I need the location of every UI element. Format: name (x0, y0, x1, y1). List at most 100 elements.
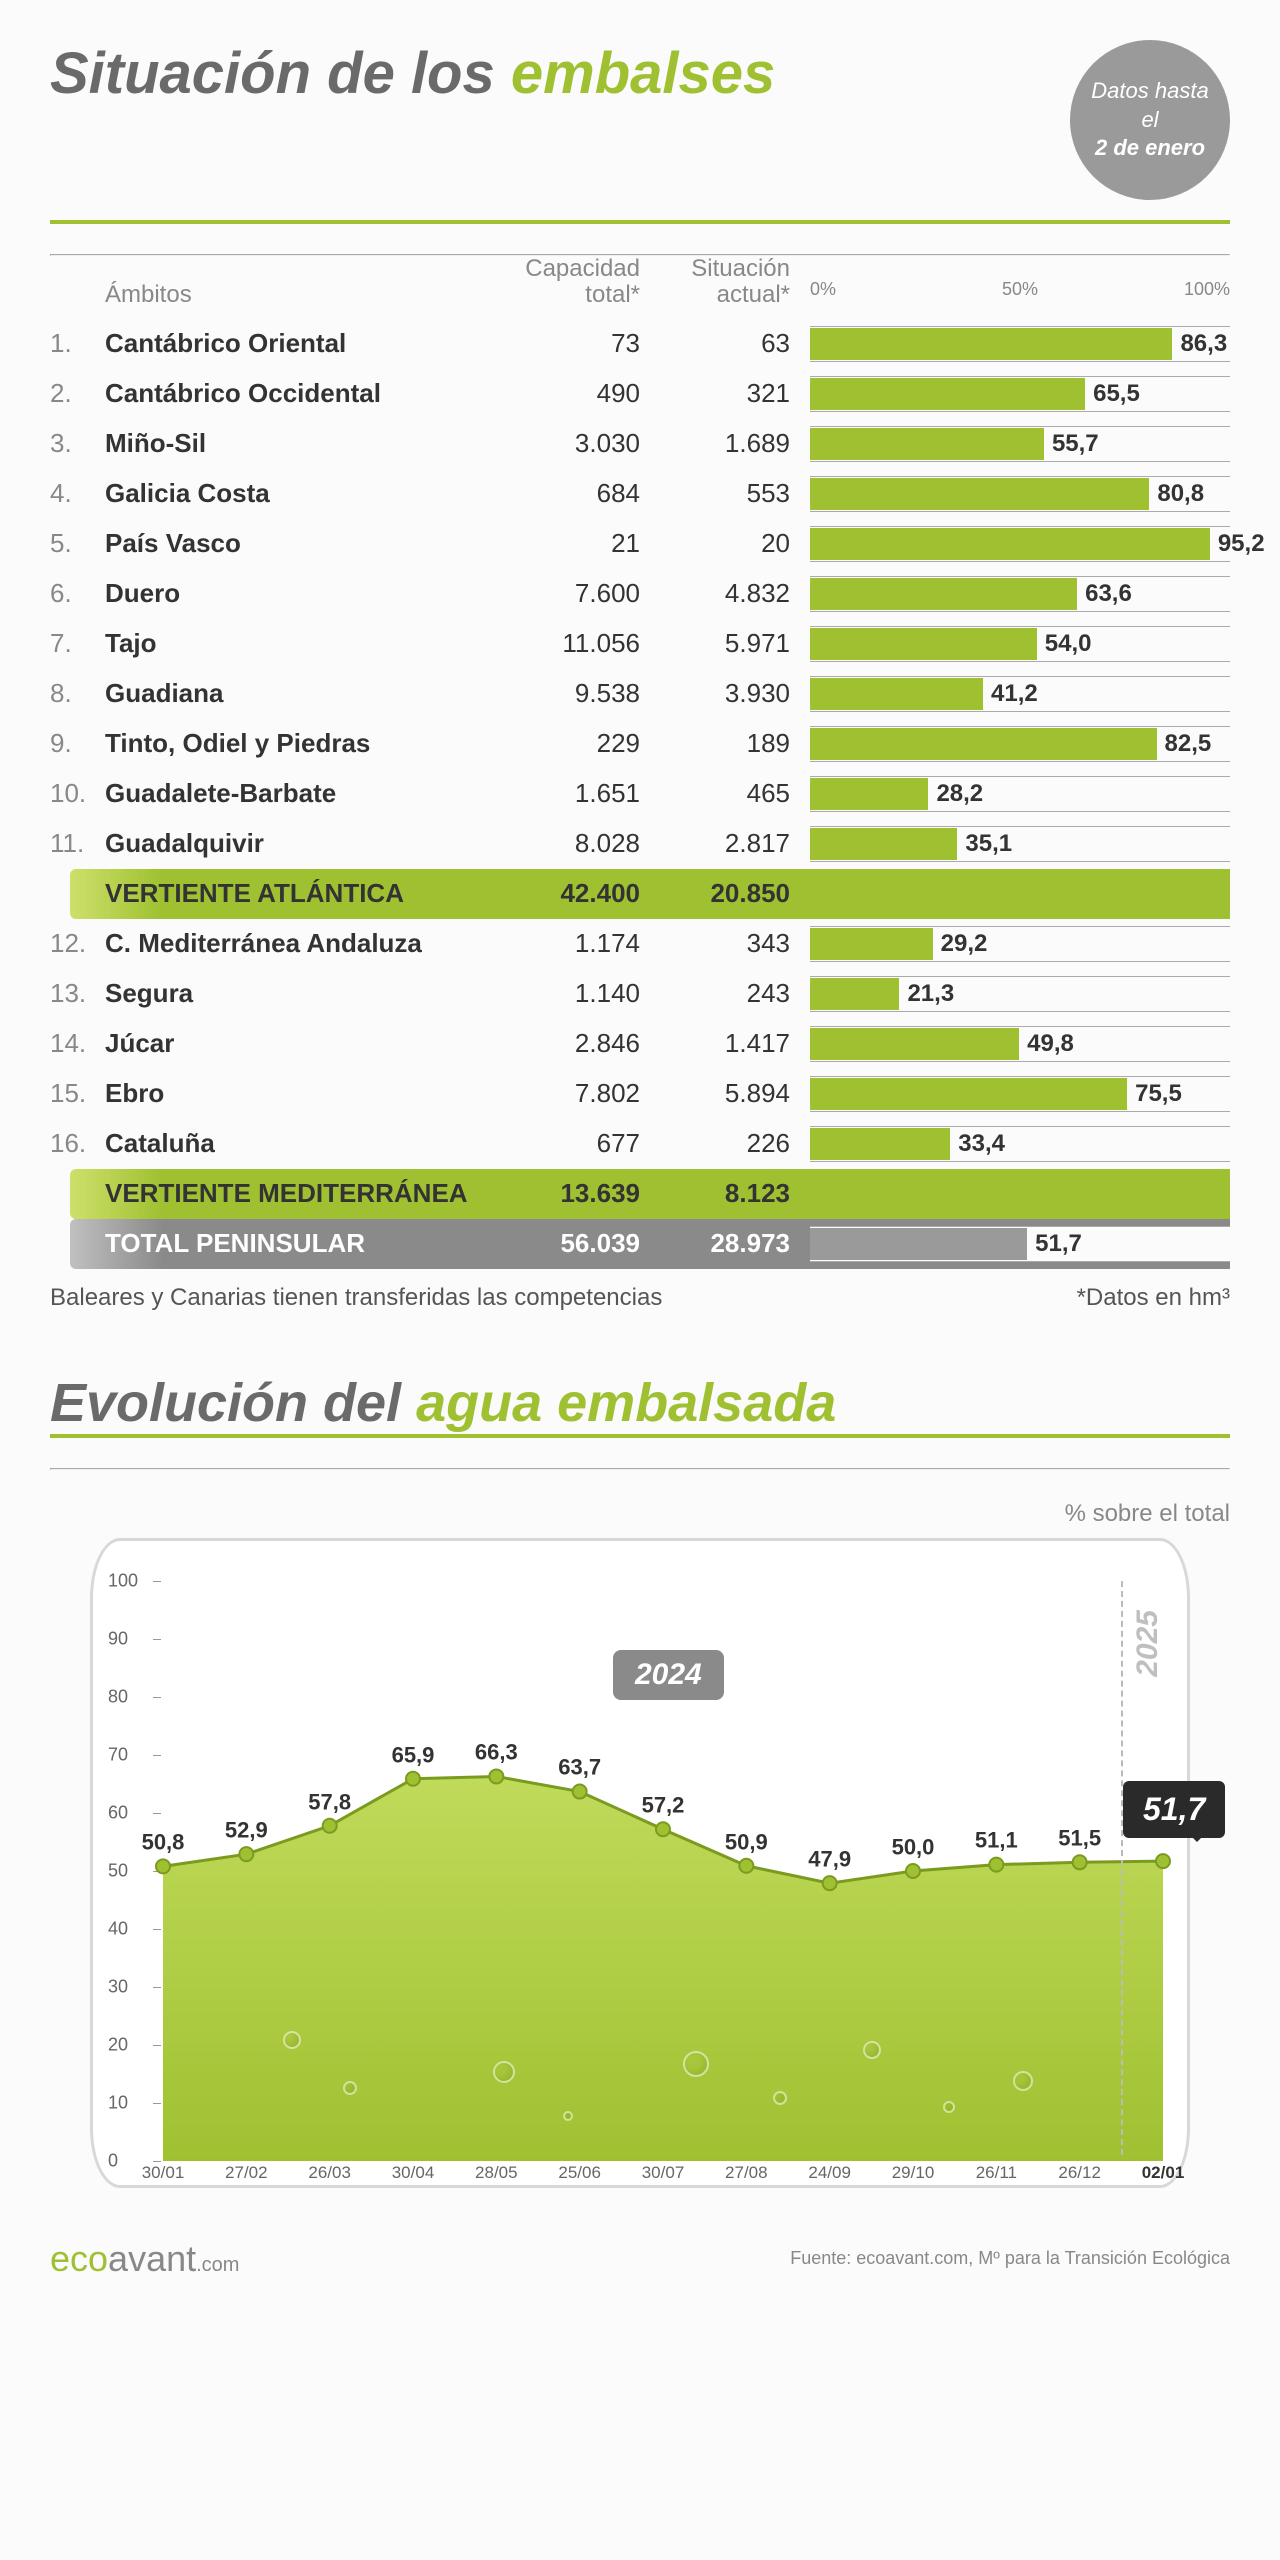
bubble-decoration (863, 2041, 881, 2059)
y-label: 70 (108, 1744, 128, 1765)
row-cur: 20 (640, 528, 790, 559)
row-idx: 16. (50, 1128, 105, 1159)
row-idx: 1. (50, 328, 105, 359)
y-label: 10 (108, 2092, 128, 2113)
row-cap: 11.056 (490, 628, 640, 659)
col-situacion: Situación actual* (640, 256, 790, 309)
title2-rule-gray (50, 1468, 1230, 1470)
row-cap: 1.174 (490, 928, 640, 959)
row-cur: 63 (640, 328, 790, 359)
rows-group-a: 1. Cantábrico Oriental 73 63 86,3 2. Can… (50, 319, 1230, 869)
section2-title: Evolución del agua embalsada (50, 1372, 1230, 1434)
row-idx: 15. (50, 1078, 105, 1109)
table-row: 7. Tajo 11.056 5.971 54,0 (50, 619, 1230, 669)
row-idx: 8. (50, 678, 105, 709)
bar-label: 41,2 (991, 680, 1038, 708)
bubble-decoration (773, 2091, 787, 2105)
x-label: 26/03 (308, 2163, 351, 2183)
row-bar: 21,3 (810, 976, 1230, 1012)
bar-label: 65,5 (1093, 380, 1140, 408)
row-bar: 55,7 (810, 426, 1230, 462)
row-idx: 12. (50, 928, 105, 959)
col-capacidad: Capacidad total* (490, 256, 640, 309)
evolution-chart: 010203040506070809010030/0127/0226/0330/… (90, 1538, 1190, 2188)
row-name: Tinto, Odiel y Piedras (105, 728, 490, 759)
point-label: 51,1 (975, 1828, 1018, 1854)
footer: ecoavant.com Fuente: ecoavant.com, Mº pa… (50, 2238, 1230, 2280)
x-label: 29/10 (892, 2163, 935, 2183)
note-left: Baleares y Canarias tienen transferidas … (50, 1284, 662, 1312)
row-name: Ebro (105, 1078, 490, 1109)
bubble-decoration (943, 2101, 955, 2113)
logo-com: .com (196, 2254, 239, 2276)
row-bar: 82,5 (810, 726, 1230, 762)
row-name: Segura (105, 978, 490, 1009)
bar-label: 28,2 (936, 780, 983, 808)
row-bar: 75,5 (810, 1076, 1230, 1112)
table-row: 14. Júcar 2.846 1.417 49,8 (50, 1019, 1230, 1069)
table-row: 3. Miño-Sil 3.030 1.689 55,7 (50, 419, 1230, 469)
badge-line1: Datos hasta el (1091, 78, 1208, 132)
row-idx: 5. (50, 528, 105, 559)
x-label: 02/01 (1142, 2163, 1185, 2183)
title2-prefix: Evolución del (50, 1373, 416, 1433)
x-label: 25/06 (558, 2163, 601, 2183)
x-label: 30/04 (392, 2163, 435, 2183)
row-idx: 14. (50, 1028, 105, 1059)
final-value-badge: 51,7 (1123, 1781, 1225, 1838)
row-cap: 3.030 (490, 428, 640, 459)
row-idx: 7. (50, 628, 105, 659)
y-label: 50 (108, 1860, 128, 1881)
subtotal1-cur: 20.850 (640, 878, 790, 909)
bar-label: 54,0 (1045, 630, 1092, 658)
chart-subtitle: % sobre el total (50, 1500, 1230, 1528)
title2-rule (50, 1434, 1230, 1438)
row-idx: 2. (50, 378, 105, 409)
subtotal2-cur: 8.123 (640, 1178, 790, 1209)
row-bar: 28,2 (810, 776, 1230, 812)
subtotal-mediterranea: VERTIENTE MEDITERRÁNEA 13.639 8.123 (70, 1169, 1230, 1219)
badge-line2: 2 de enero (1095, 135, 1205, 160)
point-label: 47,9 (808, 1847, 851, 1873)
axis-50: 50% (1002, 279, 1038, 300)
row-name: Guadiana (105, 678, 490, 709)
col-ambitos: Ámbitos (105, 281, 490, 309)
bar-label: 75,5 (1135, 1080, 1182, 1108)
table-row: 11. Guadalquivir 8.028 2.817 35,1 (50, 819, 1230, 869)
logo: ecoavant.com (50, 2238, 239, 2280)
title-rule (50, 220, 1230, 224)
row-cap: 1.140 (490, 978, 640, 1009)
bubble-decoration (283, 2031, 301, 2049)
row-idx: 10. (50, 778, 105, 809)
row-bar: 86,3 (810, 326, 1230, 362)
row-name: Guadalete-Barbate (105, 778, 490, 809)
row-cur: 3.930 (640, 678, 790, 709)
table-row: 9. Tinto, Odiel y Piedras 229 189 82,5 (50, 719, 1230, 769)
row-bar: 29,2 (810, 926, 1230, 962)
date-badge: Datos hasta el 2 de enero (1070, 40, 1230, 200)
table-footnote: Baleares y Canarias tienen transferidas … (50, 1284, 1230, 1312)
y-label: 60 (108, 1802, 128, 1823)
subtotal2-name: VERTIENTE MEDITERRÁNEA (105, 1178, 490, 1209)
x-label: 30/07 (642, 2163, 685, 2183)
row-idx: 9. (50, 728, 105, 759)
row-cur: 5.971 (640, 628, 790, 659)
row-cur: 4.832 (640, 578, 790, 609)
row-cap: 7.802 (490, 1078, 640, 1109)
bar-label: 35,1 (965, 830, 1012, 858)
bubble-decoration (1013, 2071, 1033, 2091)
total-cap: 56.039 (490, 1228, 640, 1259)
row-cap: 7.600 (490, 578, 640, 609)
row-cap: 229 (490, 728, 640, 759)
row-cur: 1.417 (640, 1028, 790, 1059)
row-bar: 65,5 (810, 376, 1230, 412)
bar-label: 49,8 (1027, 1030, 1074, 1058)
axis-0: 0% (810, 279, 836, 300)
table-row: 6. Duero 7.600 4.832 63,6 (50, 569, 1230, 619)
row-cur: 465 (640, 778, 790, 809)
title-emphasis: embalses (511, 41, 775, 106)
table-row: 12. C. Mediterránea Andaluza 1.174 343 2… (50, 919, 1230, 969)
row-name: Cantábrico Oriental (105, 328, 490, 359)
row-bar: 63,6 (810, 576, 1230, 612)
row-idx: 3. (50, 428, 105, 459)
